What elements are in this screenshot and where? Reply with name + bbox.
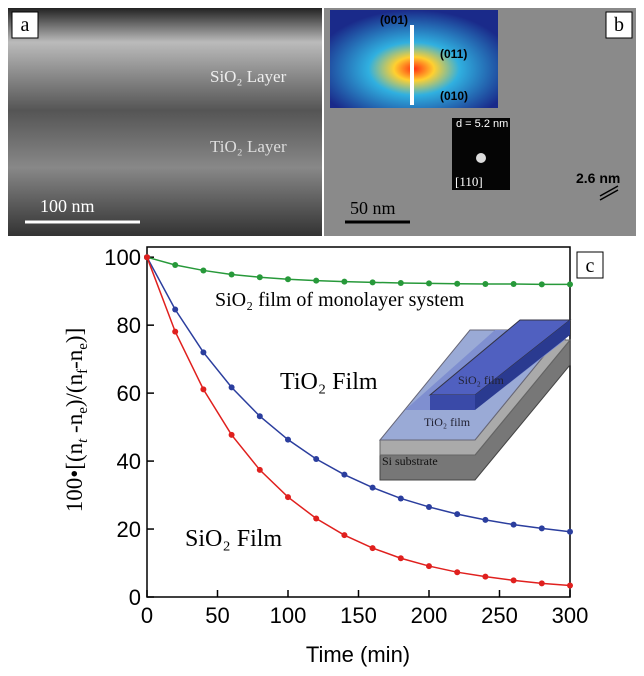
data-point [172, 329, 178, 335]
data-point [511, 281, 517, 287]
y-label-part: )] [62, 328, 87, 343]
y-tick-label: 100 [104, 245, 141, 270]
data-point [426, 563, 432, 569]
data-point [229, 272, 235, 278]
data-point [426, 504, 432, 510]
data-point [482, 574, 488, 580]
data-point [285, 494, 291, 500]
data-point [144, 254, 150, 260]
scale-label: 50 nm [350, 198, 396, 218]
series-line [147, 257, 570, 284]
data-point [341, 472, 347, 478]
series-label: SiO₂ Film [185, 526, 282, 552]
data-point [454, 281, 460, 287]
data-point [200, 349, 206, 355]
y-label-part: 100•[(n [62, 442, 87, 512]
y-tick-label: 60 [117, 381, 141, 406]
scale-label: 100 nm [40, 196, 95, 216]
figure: a SiO₂ Layer TiO₂ Layer 100 nm (001) (01… [0, 0, 644, 676]
x-axis-label: Time (min) [306, 642, 410, 667]
data-point [257, 274, 263, 280]
data-point [426, 280, 432, 286]
data-point [398, 495, 404, 501]
data-point [313, 456, 319, 462]
data-point [172, 307, 178, 313]
y-label-part: -n [62, 413, 87, 438]
x-tick-label: 100 [270, 603, 307, 628]
x-tick-label: 50 [205, 603, 229, 628]
x-tick-label: 0 [141, 603, 153, 628]
data-point [539, 281, 545, 287]
data-point [454, 511, 460, 517]
layer-label: TiO₂ film [424, 415, 471, 429]
data-point [341, 279, 347, 285]
panel-label: a [21, 14, 30, 36]
data-point [370, 485, 376, 491]
y-label-part: -n [62, 349, 87, 369]
data-point [398, 280, 404, 286]
data-point [341, 532, 347, 538]
data-point [567, 529, 573, 535]
x-tick-label: 250 [481, 603, 518, 628]
y-axis-label: 100•[(nt -ne)/(nf-ne)] [62, 328, 91, 513]
fft-label: [110] [455, 174, 483, 189]
y-tick-label: 0 [129, 585, 141, 610]
x-tick-label: 300 [552, 603, 589, 628]
data-point [567, 281, 573, 287]
data-point [398, 555, 404, 561]
data-point [257, 467, 263, 473]
y-label-part: )/(n [62, 373, 87, 407]
data-point [257, 413, 263, 419]
data-point [172, 262, 178, 268]
data-point [370, 545, 376, 551]
y-tick-label: 80 [117, 313, 141, 338]
panel-label: b [614, 14, 624, 36]
fft-spot [476, 153, 486, 163]
data-point [539, 525, 545, 531]
data-point [313, 278, 319, 284]
y-tick-label: 20 [117, 517, 141, 542]
spot-label: (010) [440, 89, 468, 103]
layer-label: SiO₂ Layer [210, 67, 287, 86]
layer-label: SiO₂ film [458, 373, 505, 387]
series-label: SiO₂ film of monolayer system [215, 289, 465, 311]
fft-label: d = 5.2 nm [456, 118, 508, 130]
data-point [200, 267, 206, 273]
data-point [482, 517, 488, 523]
data-point [229, 432, 235, 438]
y-tick-label: 40 [117, 449, 141, 474]
x-tick-label: 150 [340, 603, 377, 628]
data-point [370, 279, 376, 285]
data-point [285, 276, 291, 282]
spot-label: (011) [440, 47, 467, 61]
layer-label: Si substrate [382, 454, 438, 468]
period-label: 2.6 nm [576, 170, 620, 186]
data-point [567, 582, 573, 588]
data-point [285, 437, 291, 443]
data-point [511, 577, 517, 583]
panel-label: c [586, 255, 595, 277]
data-point [229, 384, 235, 390]
data-point [200, 386, 206, 392]
data-point [454, 569, 460, 575]
data-point [482, 281, 488, 287]
x-tick-label: 200 [411, 603, 448, 628]
spot-label: (001) [380, 13, 408, 27]
data-point [313, 516, 319, 522]
series-label: TiO₂ Film [280, 369, 378, 395]
layer-label: TiO₂ Layer [210, 137, 287, 156]
data-point [539, 580, 545, 586]
data-point [511, 522, 517, 528]
